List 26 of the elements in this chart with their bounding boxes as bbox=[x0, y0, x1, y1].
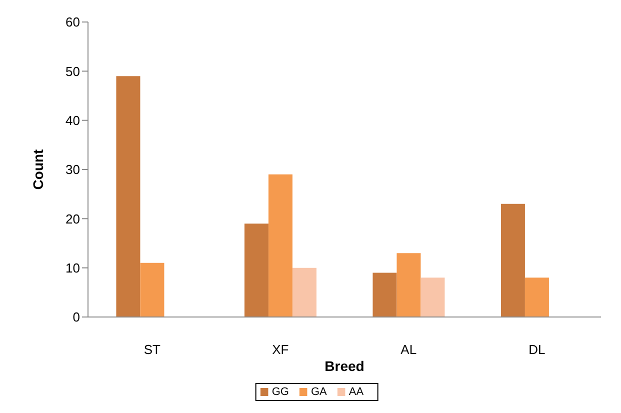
bar bbox=[140, 262, 164, 317]
bar bbox=[244, 224, 268, 317]
x-tick-label: AL bbox=[400, 342, 417, 358]
y-tick-label: 30 bbox=[66, 162, 80, 178]
y-tick-label: 40 bbox=[66, 112, 80, 128]
bar bbox=[500, 204, 525, 317]
y-tick-label: 10 bbox=[66, 260, 80, 276]
y-axis-title: Count bbox=[30, 148, 46, 190]
legend-label: AA bbox=[348, 386, 364, 398]
bar bbox=[372, 272, 397, 317]
bar bbox=[292, 268, 316, 317]
legend-label: GG bbox=[272, 386, 289, 398]
y-tick-label: 0 bbox=[72, 310, 80, 325]
x-tick-label: ST bbox=[144, 342, 160, 358]
x-tick-label: DL bbox=[528, 342, 546, 358]
bar bbox=[524, 278, 549, 317]
bar bbox=[420, 278, 445, 317]
bar bbox=[396, 253, 421, 317]
x-tick-label: XF bbox=[272, 342, 289, 358]
legend-label: GA bbox=[310, 386, 327, 398]
y-tick-label: 20 bbox=[66, 211, 80, 226]
x-axis-title: Breed bbox=[324, 358, 364, 374]
y-tick-label: 50 bbox=[66, 64, 80, 79]
y-tick-label: 60 bbox=[66, 14, 80, 30]
bar bbox=[268, 174, 292, 317]
bar bbox=[116, 76, 140, 317]
